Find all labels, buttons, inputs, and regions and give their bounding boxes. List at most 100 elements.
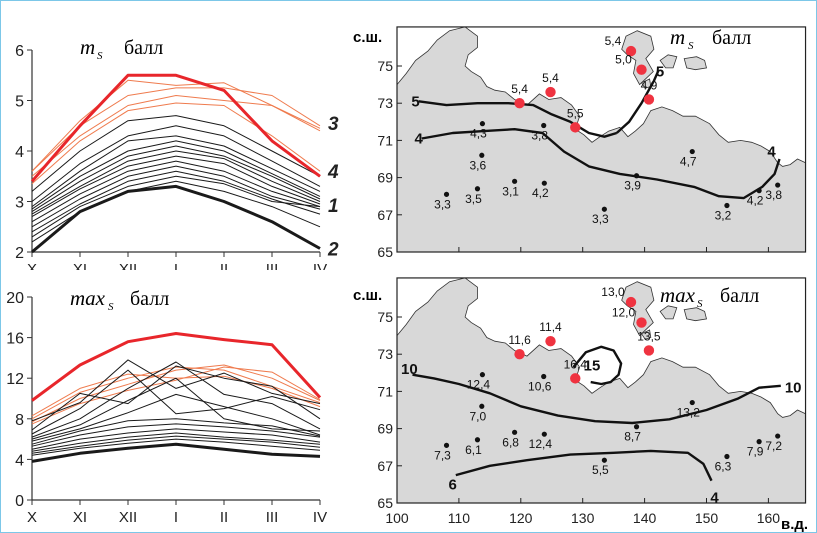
maxs-map-isoline-0 (412, 373, 781, 425)
ms-map-station-value: 3,6 (469, 158, 486, 172)
ms-map-station-marker (541, 122, 547, 129)
maxs-map-isoline-label: 4 (710, 489, 719, 506)
ms-map-lat-tick-label: 71 (377, 132, 393, 148)
maxs-map-lat-label: с.ш. (353, 287, 382, 304)
maxs-series-16 (31, 438, 321, 456)
ms-x-tick-label: I (174, 261, 178, 270)
maxs-map-station-value: 13,0 (601, 285, 625, 299)
maxs-map-island-1 (659, 305, 678, 320)
maxs-series-5 (31, 359, 321, 422)
maxs-map-station-marker (541, 431, 547, 437)
ms-x-tick-label: XI (73, 261, 87, 270)
ms-series-11 (31, 155, 321, 218)
ms-map-lat-label: с.ш. (353, 29, 382, 46)
ms-map-island-2 (683, 56, 707, 71)
ms-curve-label-4: 4 (327, 162, 339, 183)
maxs-x-tick-label: XI (73, 509, 87, 526)
ms-series-17 (31, 184, 321, 254)
maxs-series-4 (31, 366, 321, 425)
ms-x-tick-label: X (27, 261, 37, 270)
maxs-map-station-value: 11,6 (508, 333, 531, 347)
maxs-map-station-marker (514, 349, 525, 360)
maxs-map-station-value: 5,5 (592, 463, 609, 477)
maxs-map-station-marker (512, 429, 518, 435)
maxs-map-station-marker (636, 317, 647, 328)
maxs-map-station-value: 6,8 (502, 435, 519, 449)
ms-curve-label-3: 3 (328, 114, 339, 135)
maxs-title-unit: балл (130, 288, 169, 310)
maxs-map-station-value: 6,1 (465, 443, 482, 457)
ms-y-tick-label: 2 (15, 245, 24, 262)
ms-map-station-marker (601, 206, 607, 212)
maxs-map-mainland (396, 277, 806, 504)
maxs-map-station-marker (643, 345, 655, 356)
ms-x-tick-label: III (266, 261, 279, 270)
ms-series-12 (31, 160, 321, 223)
maxs-map-station-value: 8,7 (624, 430, 641, 444)
ms-map-station-marker (756, 188, 762, 194)
maxs-map-lon-tick-label: 140 (633, 510, 657, 526)
maxs-x-tick-label: X (27, 509, 37, 526)
maxs-series-8 (31, 361, 321, 438)
ms-map-station-marker (474, 186, 481, 192)
ms-map-station-marker (479, 121, 486, 127)
ms-map-station-marker (443, 191, 450, 197)
ms-map-title: m S балл (670, 25, 751, 52)
ms-map-station-marker (514, 98, 525, 109)
ms-series-5 (31, 115, 321, 192)
ms-series-7 (31, 135, 321, 208)
maxs-map-station-marker (633, 424, 640, 430)
maxs-map-island-2 (683, 307, 707, 322)
ms-series-16 (31, 180, 321, 243)
ms-series-15 (31, 175, 321, 238)
maxs-series-7 (31, 369, 321, 435)
ms-map-station-value: 5,4 (605, 34, 622, 48)
ms-map-isoline-1 (421, 127, 781, 200)
maxs-map-isoline-label: 10 (785, 380, 802, 397)
maxs-series-10 (31, 393, 321, 442)
maxs-y-tick-label: 12 (6, 371, 24, 388)
maxs-map-isoline-1 (572, 345, 623, 386)
maxs-map-station-value: 7,2 (765, 439, 782, 453)
ms-map-station-marker (512, 178, 518, 184)
ms-x-tick-label: IV (313, 261, 327, 270)
maxs-map-station-value: 13,5 (637, 329, 661, 343)
ms-x-tick-label: XII (119, 261, 137, 270)
maxs-series-11 (31, 418, 321, 445)
ms-map-lat-tick-label: 75 (377, 58, 393, 74)
ms-map-station-value: 3,3 (434, 197, 451, 211)
ms-map-station-marker (570, 122, 581, 133)
ms-map-station-marker (689, 148, 695, 155)
ms-y-tick-label: 5 (15, 94, 24, 111)
ms-map-station-value: 5,0 (615, 53, 632, 67)
maxs-x-tick-label: I (174, 509, 178, 526)
ms-map-station-marker (724, 202, 730, 209)
ms-map-isoline-0 (418, 100, 618, 138)
ms-title-sub: S (97, 50, 103, 62)
maxs-x-tick-label: II (220, 509, 228, 526)
ms-series-10 (31, 150, 321, 215)
maxs-map-station-value: 7,0 (469, 409, 486, 423)
ms-x-tick-label: II (220, 261, 228, 270)
ms-map-station-marker (625, 45, 637, 57)
ms-series-13 (31, 165, 321, 228)
ms-map-station-value: 3,5 (465, 192, 482, 206)
ms-map-station-marker (541, 180, 547, 186)
maxs-map-lat-tick-label: 71 (377, 383, 393, 399)
ms-map-mainland (396, 26, 806, 253)
maxs-map-station-marker (479, 403, 485, 409)
ms-title-unit: балл (124, 37, 163, 59)
ms-map-station-marker (479, 152, 485, 158)
ms-map-station-marker (636, 64, 647, 75)
ms-map-title-sub: S (688, 40, 694, 52)
maxs-map-station-value: 16,4 (564, 357, 588, 371)
maxs-map: с.ш. 65 67 69 71 73 75 100 110 120 130 140 150 160 10… (353, 277, 808, 532)
ms-y-tick-label: 6 (15, 43, 24, 60)
maxs-map-station-marker (479, 372, 486, 378)
maxs-map-isoline-2 (455, 449, 713, 482)
ms-series-14 (31, 170, 321, 233)
maxs-map-station-value: 7,9 (747, 445, 764, 459)
ms-series-3 (31, 95, 321, 177)
maxs-y-tick-label: 4 (15, 452, 24, 469)
